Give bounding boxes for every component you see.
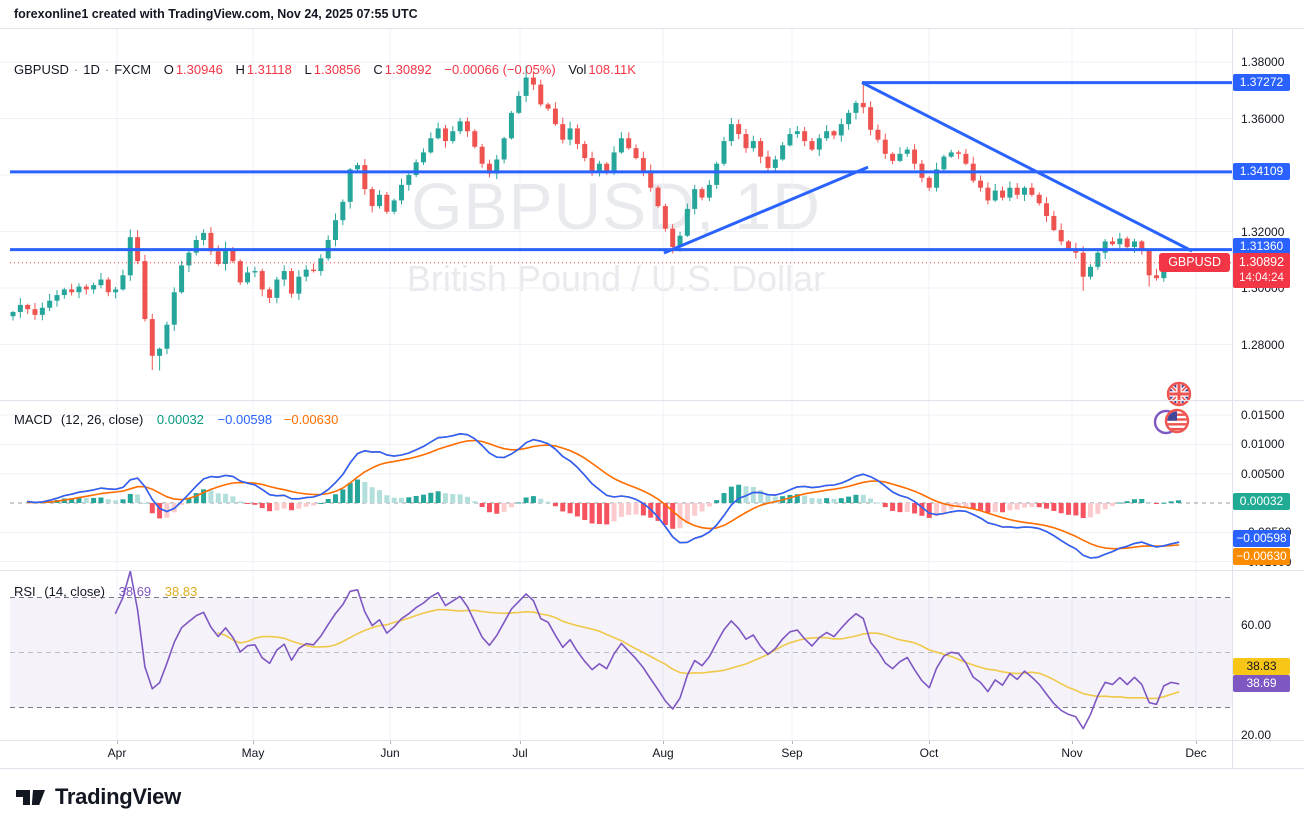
price-legend[interactable]: GBPUSD · 1D · FXCM O 1.30946 H 1.31118 L 1.3085…: [14, 62, 636, 77]
countdown-timer: 14:04:24: [1239, 271, 1284, 284]
rsi-ma-value: 38.83: [164, 584, 198, 599]
price-level-badge: 1.34109: [1233, 163, 1290, 181]
price-tick-label: 1.32000: [1241, 224, 1285, 239]
month-tick: [117, 740, 118, 744]
legend-separator: ·: [73, 62, 79, 77]
macd-line-value: −0.00598: [217, 412, 273, 427]
tradingview-logo[interactable]: TradingView: [16, 784, 181, 810]
attribution-text: forexonline1 created with TradingView.co…: [14, 7, 418, 21]
legend-exchange[interactable]: FXCM: [114, 62, 152, 77]
price-tick-label: 1.38000: [1241, 55, 1285, 69]
ohlc-high-value: 1.31118: [246, 62, 292, 77]
bottom-frame-line: [0, 768, 1304, 769]
macd-legend[interactable]: MACD (12, 26, close) 0.00032 −0.00598 −0…: [14, 412, 338, 427]
ohlc-low-label: L: [304, 62, 312, 77]
macd-value-badge: 0.00032: [1233, 492, 1290, 510]
volume-value: 108.11K: [588, 62, 636, 77]
month-label: Jun: [380, 746, 400, 760]
macd-value-badge: −0.00630: [1233, 547, 1290, 565]
macd-title[interactable]: MACD: [14, 412, 53, 427]
macd-tick-label: 0.01500: [1241, 408, 1285, 423]
month-tick: [792, 740, 793, 744]
month-tick: [520, 740, 521, 744]
macd-tick-label: 0.01000: [1241, 437, 1285, 452]
top-frame-line: [0, 28, 1304, 29]
ohlc-high-label: H: [235, 62, 245, 77]
month-label: Apr: [107, 746, 127, 760]
month-label: Nov: [1061, 746, 1083, 760]
ohlc-open-label: O: [163, 62, 174, 77]
price-tick-label: 1.28000: [1241, 337, 1285, 352]
legend-symbol[interactable]: GBPUSD: [14, 62, 69, 77]
rsi-params: (14, close): [44, 584, 105, 599]
bottom-bar: TradingView: [0, 768, 1304, 829]
month-label: Oct: [919, 746, 939, 760]
macd-params: (12, 26, close): [60, 412, 144, 427]
change-value: −0.00066 (−0.05%): [444, 62, 556, 77]
time-axis-scale[interactable]: Apr May Jun Jul Aug Sep Oct Nov Dec: [0, 740, 1232, 768]
time-axis-separator: [0, 740, 1304, 741]
tradingview-logo-text: TradingView: [55, 784, 181, 809]
macd-hist-value: 0.00032: [156, 412, 204, 427]
rsi-title[interactable]: RSI: [14, 584, 36, 599]
rsi-value: 38.69: [118, 584, 152, 599]
rsi-value-badge: 38.69: [1233, 675, 1290, 693]
rsi-tick-label: 60.00: [1241, 618, 1272, 632]
month-label: Jul: [512, 746, 528, 760]
last-price-value: 1.30892: [1238, 254, 1285, 269]
month-tick: [1072, 740, 1073, 744]
month-tick: [390, 740, 391, 744]
macd-signal-value: −0.00630: [283, 412, 339, 427]
month-tick: [1196, 740, 1197, 744]
legend-separator: ·: [104, 62, 110, 77]
macd-tick-label: 0.00500: [1241, 466, 1285, 481]
price-axis-border: [1232, 28, 1233, 768]
rsi-pane-separator[interactable]: [0, 570, 1304, 571]
price-level-badge: 1.31360: [1233, 238, 1290, 256]
price-tick-label: 1.36000: [1241, 111, 1285, 126]
month-label: Sep: [781, 746, 803, 760]
macd-value-badge: −0.00598: [1233, 529, 1290, 547]
tradingview-logo-icon: [16, 789, 45, 805]
price-level-badge: 1.37272: [1233, 74, 1290, 92]
month-tick: [929, 740, 930, 744]
volume-label: Vol: [568, 62, 587, 77]
chart-canvas[interactable]: [0, 28, 1232, 740]
month-label: May: [241, 746, 265, 760]
macd-pane-separator[interactable]: [0, 400, 1304, 401]
event-ring-icon[interactable]: [1152, 381, 1206, 440]
price-axis-scale[interactable]: 1.38000 1.36000 1.32000 1.30000 1.28000 0.015…: [1232, 28, 1304, 768]
month-label: Aug: [652, 746, 674, 760]
month-tick: [663, 740, 664, 744]
last-price-badge: 1.30892 14:04:24: [1233, 252, 1290, 288]
month-label: Dec: [1185, 746, 1207, 760]
rsi-legend[interactable]: RSI (14, close) 38.69 38.83: [14, 584, 197, 599]
legend-timeframe[interactable]: 1D: [83, 62, 100, 77]
rsi-tick-label: 20.00: [1241, 728, 1272, 742]
ohlc-open-value: 1.30946: [175, 62, 223, 77]
ohlc-close-label: C: [373, 62, 383, 77]
month-tick: [253, 740, 254, 744]
series-price-tag: GBPUSD: [1159, 252, 1230, 272]
rsi-value-badge: 38.83: [1233, 658, 1290, 676]
ohlc-low-value: 1.30856: [313, 62, 361, 77]
ohlc-close-value: 1.30892: [384, 62, 432, 77]
chart-area[interactable]: GBPUSD, 1D British Pound / U.S. Dollar G…: [0, 28, 1232, 768]
